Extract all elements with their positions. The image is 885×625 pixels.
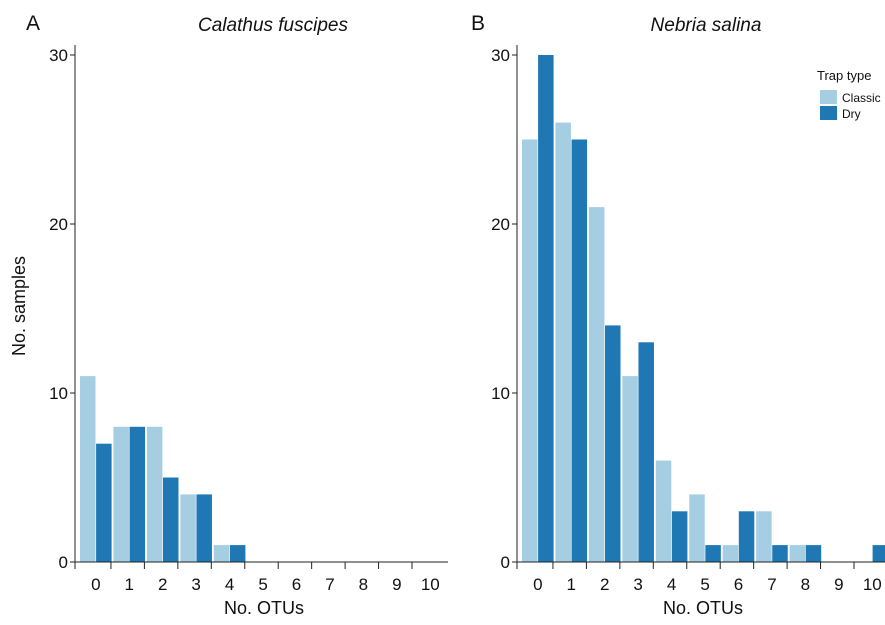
panel-b-y-tick-label: 20 <box>491 215 510 234</box>
panel-b-bar-dry-4 <box>671 511 688 562</box>
panel-a-bar-classic-3 <box>180 494 196 562</box>
panel-b-bar-dry-3 <box>638 342 654 562</box>
panel-a-x-tick-label: 1 <box>125 575 134 594</box>
panel-a-letter: A <box>26 12 40 35</box>
panel-b-x-tick-label: 5 <box>700 575 709 594</box>
panel-b-bar-dry-10 <box>872 545 885 562</box>
legend-title: Trap type <box>817 68 871 83</box>
panel-b-bar-classic-5 <box>689 494 705 562</box>
panel-a-bar-classic-1 <box>113 426 129 562</box>
panel-a-y-tick-label: 30 <box>49 46 68 65</box>
panel-b-bar-dry-0 <box>538 55 554 562</box>
panel-b-bar-dry-6 <box>738 511 755 562</box>
panel-b-x-axis-label: No. OTUs <box>663 598 743 618</box>
panel-a-bar-classic-2 <box>146 426 163 562</box>
panel-a-bar-classic-4 <box>213 545 230 562</box>
legend-swatch-dry <box>820 106 837 120</box>
panel-b-y-tick-label: 10 <box>491 384 510 403</box>
panel-a-x-tick-label: 7 <box>325 575 334 594</box>
panel-b-bar-dry-8 <box>805 545 822 562</box>
panel-b-bar-classic-2 <box>588 207 605 562</box>
panel-b-bar-classic-3 <box>622 376 638 562</box>
legend-label-classic: Classic <box>842 91 881 105</box>
panel-b-bar-classic-4 <box>655 460 672 562</box>
panel-b-bar-classic-1 <box>555 122 571 562</box>
panel-b: B Nebria salina No. OTUs 0 10 20 30 0 1 2 3 4 5 6 7… <box>471 12 885 618</box>
panel-a-x-tick-label: 0 <box>91 575 100 594</box>
panel-b-x-tick-label: 1 <box>567 575 576 594</box>
panel-b-x-tick-label: 10 <box>863 575 882 594</box>
panel-a-y-tick-label: 0 <box>59 553 68 572</box>
panel-b-bar-classic-6 <box>722 545 739 562</box>
panel-b-x-tick-label: 8 <box>801 575 810 594</box>
panel-b-bar-classic-0 <box>522 139 538 562</box>
panel-a-bar-dry-0 <box>96 443 112 562</box>
panel-b-letter: B <box>471 12 485 35</box>
panel-a-x-tick-label: 10 <box>421 575 440 594</box>
panel-b-x-tick-label: 0 <box>533 575 542 594</box>
panel-b-bar-dry-2 <box>605 325 621 562</box>
panel-a-y-tick-label: 20 <box>49 215 68 234</box>
panel-b-x-tick-label: 3 <box>633 575 642 594</box>
panel-b-x-tick-label: 7 <box>767 575 776 594</box>
panel-a-bar-dry-3 <box>196 494 212 562</box>
panel-a-y-tick-label: 10 <box>49 384 68 403</box>
legend-label-dry: Dry <box>842 107 861 121</box>
panel-b-plot: 0 10 20 30 0 1 2 3 4 5 6 7 8 9 10 <box>491 45 885 594</box>
panel-b-x-tick-label: 9 <box>834 575 843 594</box>
panel-b-bar-classic-7 <box>756 511 772 562</box>
panel-a-x-tick-label: 3 <box>191 575 200 594</box>
panel-b-x-tick-label: 6 <box>734 575 743 594</box>
panel-a-x-axis-label: No. OTUs <box>224 598 304 618</box>
panel-a-x-tick-label: 5 <box>258 575 267 594</box>
panel-b-y-tick-label: 30 <box>491 46 510 65</box>
panel-b-bar-dry-5 <box>705 545 721 562</box>
panel-a-bar-dry-2 <box>163 477 179 562</box>
panel-a-bar-dry-4 <box>229 545 246 562</box>
panel-a-x-tick-label: 8 <box>359 575 368 594</box>
legend: Trap type Classic Dry <box>817 68 881 121</box>
panel-a-bar-classic-0 <box>80 376 96 562</box>
panel-b-bar-dry-7 <box>772 545 788 562</box>
panel-a-x-tick-label: 9 <box>392 575 401 594</box>
panel-a-x-tick-label: 2 <box>158 575 167 594</box>
panel-b-title: Nebria salina <box>651 15 762 36</box>
panel-a-bar-dry-1 <box>129 426 146 562</box>
panel-a: A Calathus fuscipes No. samples No. OTUs… <box>9 12 448 618</box>
panel-a-plot: 0 10 20 30 0 1 2 3 4 5 6 7 8 9 10 <box>49 45 448 594</box>
panel-a-x-tick-label: 6 <box>292 575 301 594</box>
legend-swatch-classic <box>820 90 837 104</box>
panel-b-x-tick-label: 2 <box>600 575 609 594</box>
panel-b-x-tick-label: 4 <box>667 575 676 594</box>
panel-b-y-tick-label: 0 <box>501 553 510 572</box>
panel-a-title: Calathus fuscipes <box>198 15 348 36</box>
panel-b-bar-dry-1 <box>571 139 588 562</box>
panel-a-x-tick-label: 4 <box>225 575 234 594</box>
panel-b-bar-classic-8 <box>789 545 806 562</box>
y-axis-label: No. samples <box>9 256 29 356</box>
